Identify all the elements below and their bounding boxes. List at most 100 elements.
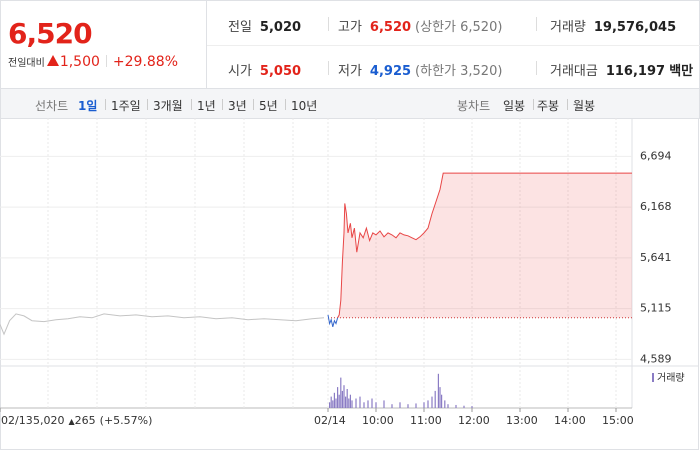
volume-bar xyxy=(415,403,417,408)
info-label: 시가 xyxy=(228,64,252,79)
volume-bar xyxy=(333,392,335,408)
tab-separator xyxy=(253,99,254,110)
volume-bar xyxy=(359,396,361,408)
tab-separator xyxy=(533,99,534,110)
info-unit: 백만 xyxy=(669,64,694,79)
volume-bar xyxy=(351,400,353,408)
change-amount: 1,500 xyxy=(59,54,100,70)
period-tab[interactable]: 1주일 xyxy=(111,99,141,113)
info-note: (하한가 3,520) xyxy=(415,64,503,79)
tab-separator xyxy=(105,99,106,110)
volume-bar xyxy=(355,398,357,408)
y-tick-label: 5,641 xyxy=(640,251,672,264)
period-tab[interactable]: 1년 xyxy=(197,99,216,113)
info-item: 전일 5,020 xyxy=(228,16,301,35)
period-tab[interactable]: 5년 xyxy=(259,99,278,113)
summary: 6,520 전일대비 1,500 +29.88% 전일 5,020 고가 6,520 (상… xyxy=(0,0,700,89)
up-icon: ▲ xyxy=(69,417,76,426)
volume-bar xyxy=(338,394,340,408)
volume-bar xyxy=(341,390,343,408)
x-tick-label: 11:00 xyxy=(410,414,442,427)
x-tick-label: 10:00 xyxy=(362,414,394,427)
volume-bar xyxy=(447,404,449,408)
info-item: 거래대금 116,197 백만 xyxy=(550,60,693,79)
footer-value: 265 xyxy=(75,414,96,427)
tab-separator xyxy=(147,99,148,110)
tab-group-label: 선차트 xyxy=(35,99,69,113)
volume-bar xyxy=(441,394,443,408)
area xyxy=(337,173,632,318)
current-price: 6,520 xyxy=(8,17,93,50)
candle-tab[interactable]: 월봉 xyxy=(573,99,596,113)
info-label: 고가 xyxy=(338,20,362,35)
info-label: 저가 xyxy=(338,64,362,79)
footer-value: 5,020 xyxy=(33,414,65,427)
x-tick-label: 12:00 xyxy=(458,414,490,427)
candle-tab[interactable]: 주봉 xyxy=(537,99,560,113)
info-value: 19,576,045 xyxy=(593,20,677,35)
volume-bar xyxy=(343,385,345,408)
volume-bar xyxy=(455,404,457,408)
x-tick-label: 02/13 xyxy=(1,414,33,427)
info-label: 전일 xyxy=(228,20,252,35)
volume-bar xyxy=(423,402,425,408)
up-icon xyxy=(46,55,59,66)
tab-group-label: 봉차트 xyxy=(457,99,491,113)
footer-value: (+5.57%) xyxy=(100,414,153,427)
period-tab[interactable]: 3개월 xyxy=(153,99,183,113)
tab-separator xyxy=(191,99,192,110)
volume-bar xyxy=(363,402,365,408)
volume-bar xyxy=(439,387,441,408)
legend-swatch xyxy=(652,373,654,382)
candle-tab[interactable]: 일봉 xyxy=(503,99,526,113)
volume-bar xyxy=(471,406,473,408)
volume-bar xyxy=(437,373,439,408)
info-item: 시가 5,050 xyxy=(228,60,301,79)
price-line xyxy=(327,314,339,328)
volume-bar xyxy=(444,400,446,408)
x-tick-label: 13:00 xyxy=(506,414,538,427)
volume-bar xyxy=(383,400,385,408)
tab-separator xyxy=(285,99,286,110)
change-rate: +29.88% xyxy=(112,54,179,70)
x-tick-label: 02/14 xyxy=(314,414,346,427)
previous-close-info: 5,020 ▲265 (+5.57%) xyxy=(33,414,152,427)
tab-separator xyxy=(222,99,223,110)
volume-bar xyxy=(348,398,350,408)
volume-bar xyxy=(407,404,409,408)
price-line xyxy=(0,313,325,336)
y-tick-label: 5,115 xyxy=(640,302,672,315)
change: 전일대비 1,500 +29.88% xyxy=(8,54,178,70)
volume-bar xyxy=(463,405,465,408)
volume-bar xyxy=(330,396,332,408)
info-value: 6,520 xyxy=(369,20,412,35)
info-item: 고가 6,520 (상한가 6,520) xyxy=(338,16,502,35)
volume-bar xyxy=(329,402,331,408)
volume-bar xyxy=(434,390,436,408)
y-tick-label: 6,694 xyxy=(640,149,672,162)
info-note: (상한가 6,520) xyxy=(415,20,503,35)
legend-label: 거래량 xyxy=(657,372,685,384)
volume-bar xyxy=(367,400,369,408)
volume-bar xyxy=(391,404,393,408)
chart: 4,589 5,115 5,641 6,168 6,694 02/13 02/14 10:00… xyxy=(0,118,699,450)
volume-bar xyxy=(345,396,347,408)
period-tab[interactable]: 3년 xyxy=(228,99,247,113)
volume-bar xyxy=(431,396,433,408)
info-value: 5,020 xyxy=(259,20,302,35)
tab-separator xyxy=(567,99,568,110)
info-label: 거래대금 xyxy=(550,64,598,79)
volume-bar xyxy=(427,400,429,408)
volume-bar xyxy=(340,377,342,408)
info-value: 5,050 xyxy=(259,64,302,79)
y-tick-label: 4,589 xyxy=(640,352,672,365)
price-box: 6,520 전일대비 1,500 +29.88% xyxy=(1,1,207,89)
volume-bar xyxy=(332,400,334,408)
volume-bar xyxy=(349,394,351,408)
period-tab[interactable]: 1일 xyxy=(78,99,98,113)
tab-bar: 선차트 1일 1주일 3개월 1년 3년 5년 10년 봉차트 일봉 주봉 월봉 xyxy=(0,88,700,119)
period-tab[interactable]: 10년 xyxy=(291,99,318,113)
volume-bar xyxy=(399,402,401,408)
x-tick-label: 15:00 xyxy=(602,414,634,427)
